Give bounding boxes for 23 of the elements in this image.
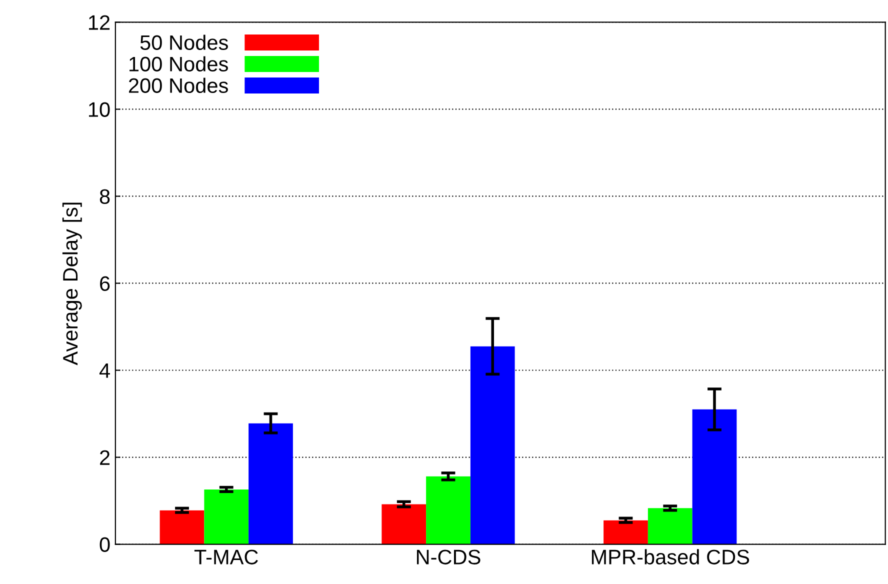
bar (692, 409, 737, 544)
x-tick-label: MPR-based CDS (592, 549, 750, 564)
y-tick-label: 6 (100, 276, 110, 291)
bar (604, 520, 648, 544)
legend-label: 200 Nodes (128, 78, 228, 94)
x-tick-label: N-CDS (416, 550, 480, 564)
x-tick-label: T-MAC (194, 550, 258, 564)
legend-label: 50 Nodes (140, 34, 228, 50)
y-tick-label: 12 (88, 15, 110, 30)
y-axis-title: Average Delay [s] (62, 202, 82, 366)
bar (382, 504, 426, 544)
bar (426, 476, 470, 544)
y-tick-label: 4 (99, 363, 110, 378)
bar (160, 510, 204, 544)
y-tick-label: 0 (100, 537, 110, 552)
y-tick-label: 2 (100, 450, 110, 465)
bar (470, 346, 515, 544)
legend-label: 100 Nodes (130, 56, 228, 72)
y-tick-label: 8 (100, 189, 110, 204)
bar (248, 423, 293, 544)
bar (648, 508, 692, 544)
bar (204, 489, 249, 544)
y-tick-label: 10 (88, 102, 110, 117)
